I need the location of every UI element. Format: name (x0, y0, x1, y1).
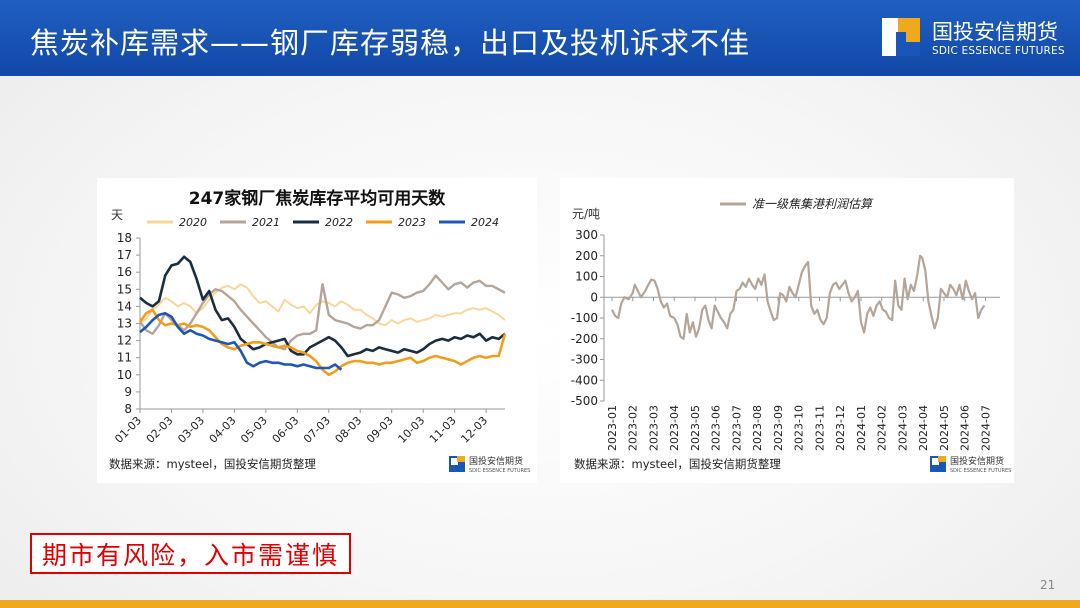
x-tick-label: 2023-12 (834, 405, 847, 451)
x-tick-label: 04-03 (207, 414, 239, 446)
x-tick-label: 05-03 (238, 414, 270, 446)
y-tick-label: 17 (117, 248, 132, 262)
x-tick-label: 2023-02 (627, 405, 640, 451)
y-tick-label: -400 (571, 373, 598, 387)
x-tick-label: 11-03 (427, 414, 459, 446)
series-line-2022 (139, 255, 506, 358)
logo-text-en: SDIC ESSENCE FUTURES (932, 45, 1065, 57)
x-tick-label: 2023-07 (730, 405, 743, 451)
x-tick-label: 06-03 (270, 414, 302, 446)
series-line-2023 (138, 308, 507, 377)
company-logo: 国投安信期货 SDIC ESSENCE FUTURES (880, 14, 1070, 66)
y-tick-label: 18 (117, 231, 132, 245)
page-title: 焦炭补库需求——钢厂库存弱稳，出口及投机诉求不佳 (30, 26, 751, 60)
small-logo-text-en: SDIC ESSENCE FUTURES (469, 468, 530, 474)
x-tick-label: 01-03 (112, 414, 144, 446)
legend-label-profit: 准一级焦集港利润估算 (752, 197, 874, 211)
series-line-profit (611, 254, 986, 340)
series-line-2020 (139, 283, 506, 327)
small-logo-text-cn: 国投安信期货 (950, 455, 1004, 467)
x-tick-label: 2024-06 (959, 405, 972, 451)
legend-label-2023: 2023 (398, 216, 426, 229)
legend-label-2024: 2024 (471, 216, 499, 229)
y-tick-label: 15 (117, 282, 132, 296)
x-tick-label: 09-03 (364, 414, 396, 446)
small-logo-icon-inner (451, 458, 458, 465)
x-tick-label: 2024-07 (979, 405, 992, 451)
legend-label-2020: 2020 (179, 216, 207, 229)
x-tick-label: 12-03 (458, 414, 490, 446)
risk-notice: 期市有风险，入市需谨慎 (30, 533, 351, 574)
data-source-note: 数据来源：mysteel，国投安信期货整理 (109, 457, 316, 471)
y-tick-label: 11 (117, 351, 132, 365)
y-tick-label: -200 (571, 332, 598, 346)
bottom-accent-bar (0, 600, 1080, 608)
legend-label-2021: 2021 (252, 216, 280, 229)
y-tick-label: -100 (571, 311, 598, 325)
x-tick-label: 07-03 (301, 414, 333, 446)
y-tick-label: 100 (575, 270, 598, 284)
y-tick-label: 200 (575, 249, 598, 263)
x-tick-label: 08-03 (333, 414, 365, 446)
y-tick-label: -500 (571, 394, 598, 408)
x-tick-label: 2023-10 (793, 405, 806, 451)
x-tick-label: 2023-04 (668, 405, 681, 451)
logo-text-cn: 国投安信期货 (932, 20, 1058, 44)
x-tick-label: 2023-08 (751, 405, 764, 451)
series-line-2024 (139, 311, 343, 371)
small-logo-icon-inner (932, 458, 939, 465)
y-tick-label: 300 (575, 228, 598, 242)
x-tick-label: 03-03 (175, 414, 207, 446)
x-tick-label: 2023-06 (710, 405, 723, 451)
x-tick-label: 2024-03 (896, 405, 909, 451)
y-tick-label: 13 (117, 317, 132, 331)
x-tick-label: 10-03 (396, 414, 428, 446)
x-tick-label: 2023-11 (813, 405, 826, 451)
y-tick-label: 9 (124, 385, 132, 399)
small-logo-icon-accent (938, 456, 946, 462)
x-tick-label: 2023-09 (772, 405, 785, 451)
y-tick-label: 12 (117, 334, 132, 348)
chart-panel-coke-profit: 准一级焦集港利润估算元/吨 300 200 100 0 -100 -200 -300 -400 -… (560, 178, 1014, 483)
logo-mark-icon (882, 18, 920, 56)
x-tick-label: 2023-05 (689, 405, 702, 451)
legend-label-2022: 2022 (325, 216, 353, 229)
data-source-note: 数据来源：mysteel，国投安信期货整理 (574, 457, 781, 471)
y-tick-label: 8 (124, 402, 132, 416)
x-tick-label: 2024-04 (917, 405, 930, 451)
y-tick-label: -300 (571, 353, 598, 367)
small-logo-text-cn: 国投安信期货 (469, 455, 523, 467)
y-tick-label: 0 (590, 290, 598, 304)
y-axis-unit-label: 元/吨 (572, 207, 600, 221)
y-axis-unit-label: 天 (111, 208, 123, 222)
x-tick-label: 02-03 (144, 414, 176, 446)
x-tick-label: 2023-01 (606, 405, 619, 451)
y-tick-label: 14 (117, 299, 132, 313)
chart-title: 247家钢厂焦炭库存平均可用天数 (189, 188, 446, 209)
x-tick-label: 2024-05 (938, 405, 951, 451)
y-tick-label: 16 (117, 265, 132, 279)
small-logo-icon-accent (457, 456, 465, 462)
series-line-2021 (139, 274, 506, 351)
x-tick-label: 2024-01 (855, 405, 868, 451)
x-tick-label: 2024-02 (876, 405, 889, 451)
y-tick-label: 10 (117, 368, 132, 382)
page-number: 21 (1040, 578, 1056, 592)
header-bar: 焦炭补库需求——钢厂库存弱稳，出口及投机诉求不佳 国投安信期货 SDIC ESS… (0, 0, 1080, 76)
chart-panel-inventory-days: 247家钢厂焦炭库存平均可用天数天 2020 2021 2022 2023 2024 18 1… (97, 178, 537, 483)
small-logo-text-en: SDIC ESSENCE FUTURES (950, 468, 1011, 474)
x-tick-label: 2023-03 (647, 405, 660, 451)
